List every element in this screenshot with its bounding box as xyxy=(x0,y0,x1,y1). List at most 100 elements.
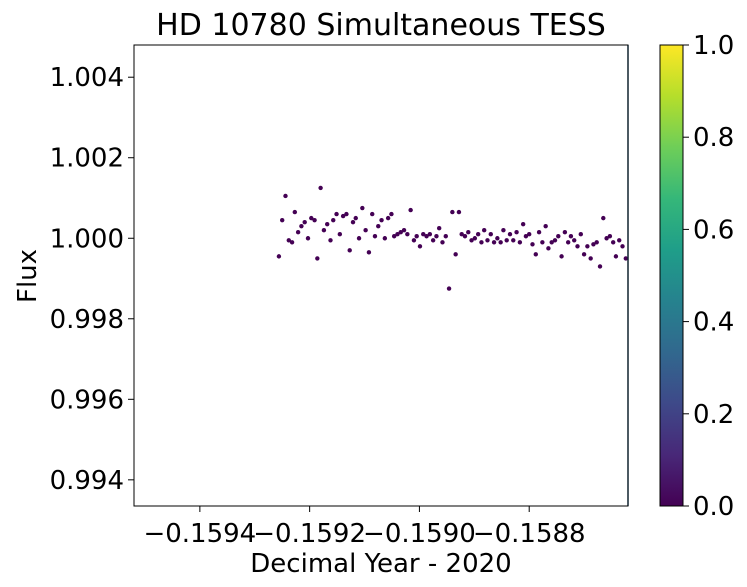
data-point xyxy=(411,238,417,243)
data-point xyxy=(597,264,603,269)
data-point xyxy=(331,217,336,223)
data-point xyxy=(568,234,574,239)
data-point xyxy=(417,244,423,249)
colorbar-tick-label: 0.2 xyxy=(693,400,734,430)
data-point xyxy=(340,213,346,219)
data-point xyxy=(507,232,513,237)
colorbar-gradient xyxy=(659,44,684,507)
data-point xyxy=(514,230,519,235)
data-point xyxy=(543,223,548,229)
data-point xyxy=(469,238,474,243)
y-tick-label: 1.000 xyxy=(50,224,124,254)
data-point xyxy=(292,209,298,215)
data-point xyxy=(318,185,323,191)
data-point xyxy=(620,244,625,249)
y-tick-label: 0.994 xyxy=(50,466,124,496)
colorbar-tick-label: 0.8 xyxy=(693,123,734,153)
data-point xyxy=(427,232,433,237)
y-tick-label: 1.002 xyxy=(50,144,124,174)
data-point xyxy=(520,221,526,227)
data-point xyxy=(575,244,580,249)
x-tick-label: −0.1594 xyxy=(143,519,256,549)
data-point xyxy=(453,252,458,257)
data-point xyxy=(321,228,327,233)
data-point xyxy=(501,228,506,233)
data-point xyxy=(559,254,564,259)
data-point xyxy=(328,238,333,243)
data-point xyxy=(581,252,587,257)
data-point xyxy=(613,254,619,259)
colorbar-tick-label: 0.4 xyxy=(693,308,734,338)
x-axis-label: Decimal Year - 2020 xyxy=(250,549,511,579)
data-point xyxy=(283,193,288,199)
data-point xyxy=(309,215,314,221)
x-tick-label: −0.1592 xyxy=(253,519,366,549)
data-point xyxy=(536,230,542,235)
data-point xyxy=(572,238,577,243)
data-point xyxy=(456,209,462,215)
data-point xyxy=(440,240,445,245)
data-point xyxy=(565,240,571,245)
data-point xyxy=(517,240,523,245)
data-point xyxy=(344,211,349,217)
data-point xyxy=(472,236,478,241)
data-point xyxy=(370,211,375,217)
data-point xyxy=(408,207,413,213)
data-point xyxy=(376,223,381,229)
data-point xyxy=(366,250,372,255)
data-point xyxy=(401,228,407,233)
colorbar-tick-label: 1.0 xyxy=(693,31,734,61)
data-point xyxy=(504,238,509,243)
data-point xyxy=(459,232,464,237)
y-axis-label: Flux xyxy=(13,249,43,303)
data-point xyxy=(389,211,394,217)
data-point xyxy=(347,248,352,253)
y-axis-ticks: 0.994 0.996 0.998 1.000 1.002 1.004 xyxy=(50,63,134,496)
data-point xyxy=(491,240,497,245)
colorbar-tick-label: 0.0 xyxy=(693,492,734,522)
data-point xyxy=(350,219,356,225)
data-point xyxy=(424,234,429,239)
data-point xyxy=(527,232,532,237)
data-point xyxy=(356,236,362,241)
data-point xyxy=(485,238,490,243)
data-point xyxy=(450,209,455,215)
data-point xyxy=(315,256,320,261)
data-point xyxy=(466,230,471,235)
data-point xyxy=(578,232,583,237)
data-point xyxy=(601,215,606,221)
data-point xyxy=(295,230,301,235)
x-axis-ticks: −0.1594−0.1592−0.1590−0.1588 xyxy=(143,506,586,549)
data-point xyxy=(391,234,397,239)
data-point xyxy=(610,240,616,245)
data-point xyxy=(421,232,426,237)
data-point xyxy=(395,232,400,237)
data-point xyxy=(286,238,291,243)
data-point xyxy=(462,234,468,239)
data-point xyxy=(302,219,307,225)
data-point xyxy=(475,232,481,237)
data-point xyxy=(488,232,493,237)
data-point xyxy=(414,234,419,239)
data-point xyxy=(443,234,448,239)
data-point xyxy=(498,240,503,245)
data-point xyxy=(372,234,378,239)
data-point xyxy=(360,205,365,211)
data-point xyxy=(398,230,403,235)
data-point xyxy=(312,217,317,223)
plot-area xyxy=(133,44,629,507)
data-point xyxy=(556,234,561,239)
data-point xyxy=(479,240,484,245)
data-point xyxy=(588,256,593,261)
colorbar: 0.0 0.2 0.4 0.6 0.8 1.0 xyxy=(659,31,734,522)
data-point xyxy=(405,232,410,237)
data-point xyxy=(530,242,535,247)
data-point xyxy=(325,221,330,227)
data-point xyxy=(533,252,538,257)
data-point xyxy=(430,238,436,243)
chart-title: HD 10780 Simultaneous TESS xyxy=(156,8,606,43)
data-point xyxy=(434,234,439,239)
data-point xyxy=(305,236,311,241)
y-tick-label: 1.004 xyxy=(50,63,124,93)
